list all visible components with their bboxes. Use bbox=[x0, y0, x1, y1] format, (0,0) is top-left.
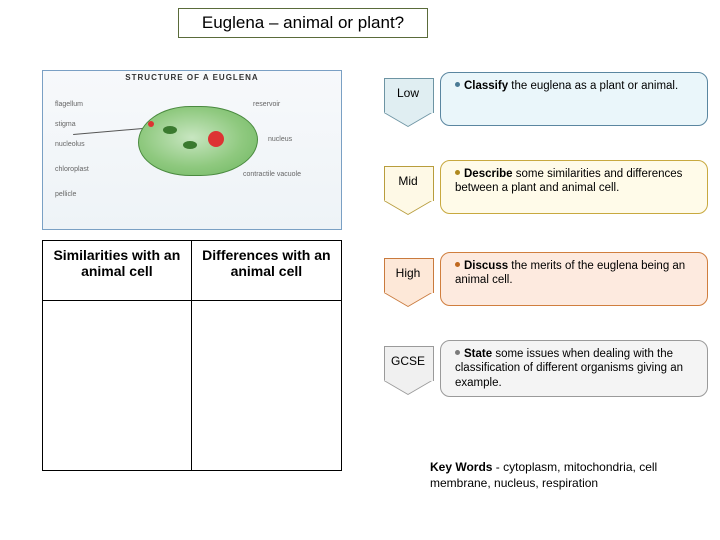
comparison-table: Similarities with an animal cell Differe… bbox=[42, 240, 342, 471]
level-chevron-mid: Mid bbox=[378, 166, 438, 214]
level-text: the euglena as a plant or animal. bbox=[508, 80, 678, 92]
chloroplast-shape bbox=[183, 141, 197, 149]
level-verb: Classify bbox=[464, 80, 508, 92]
label-contractile: contractile vacuole bbox=[243, 171, 301, 178]
bullet-icon bbox=[455, 170, 460, 175]
key-words: Key Words - cytoplasm, mitochondria, cel… bbox=[430, 460, 700, 491]
label-flagellum: flagellum bbox=[55, 101, 83, 108]
label-nucleus: nucleus bbox=[268, 136, 292, 143]
flagellum-shape bbox=[73, 128, 143, 135]
level-verb: Describe bbox=[464, 168, 513, 180]
label-nucleolus: nucleolus bbox=[55, 141, 85, 148]
euglena-diagram: STRUCTURE OF A EUGLENA flagellum stigma … bbox=[42, 70, 342, 230]
page-title: Euglena – animal or plant? bbox=[178, 8, 428, 38]
label-stigma: stigma bbox=[55, 121, 76, 128]
bullet-icon bbox=[455, 262, 460, 267]
level-row-gcse: GCSE State some issues when dealing with … bbox=[378, 340, 708, 400]
label-pellicle: pellicle bbox=[55, 191, 76, 198]
level-verb: Discuss bbox=[464, 260, 508, 272]
level-verb: State bbox=[464, 348, 492, 360]
nucleus-shape bbox=[208, 131, 224, 147]
label-reservoir: reservoir bbox=[253, 101, 280, 108]
level-box-high: Discuss the merits of the euglena being … bbox=[440, 252, 708, 306]
level-box-gcse: State some issues when dealing with the … bbox=[440, 340, 708, 397]
level-tag: Low bbox=[384, 86, 432, 100]
level-box-mid: Describe some similarities and differenc… bbox=[440, 160, 708, 214]
table-header-col1: Similarities with an animal cell bbox=[43, 241, 192, 301]
level-tag: Mid bbox=[384, 174, 432, 188]
table-cell-col2 bbox=[191, 301, 341, 471]
table-cell-col1 bbox=[43, 301, 192, 471]
label-chloroplast: chloroplast bbox=[55, 166, 89, 173]
level-tag: High bbox=[384, 266, 432, 280]
bullet-icon bbox=[455, 350, 460, 355]
level-box-low: Classify the euglena as a plant or anima… bbox=[440, 72, 708, 126]
level-chevron-high: High bbox=[378, 258, 438, 306]
key-words-label: Key Words bbox=[430, 460, 492, 474]
bullet-icon bbox=[455, 82, 460, 87]
table-header-col2: Differences with an animal cell bbox=[191, 241, 341, 301]
level-chevron-gcse: GCSE bbox=[378, 346, 438, 394]
level-row-low: Low Classify the euglena as a plant or an… bbox=[378, 72, 708, 132]
chloroplast-shape bbox=[163, 126, 177, 134]
level-chevron-low: Low bbox=[378, 78, 438, 126]
level-row-mid: Mid Describe some similarities and differ… bbox=[378, 160, 708, 220]
diagram-header: STRUCTURE OF A EUGLENA bbox=[43, 73, 341, 82]
stigma-shape bbox=[148, 121, 154, 127]
cell-body-shape bbox=[138, 106, 258, 176]
diagram-inner: STRUCTURE OF A EUGLENA flagellum stigma … bbox=[43, 71, 341, 229]
level-tag: GCSE bbox=[384, 354, 432, 368]
level-row-high: High Discuss the merits of the euglena be… bbox=[378, 252, 708, 312]
title-text: Euglena – animal or plant? bbox=[202, 13, 404, 33]
